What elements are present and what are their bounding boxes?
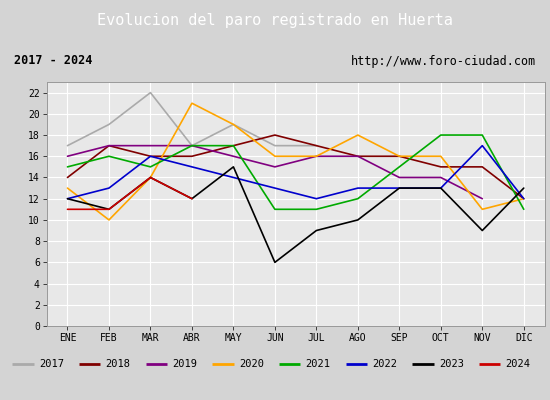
Text: 2022: 2022 [372,359,397,369]
Text: 2021: 2021 [306,359,331,369]
Text: 2018: 2018 [106,359,130,369]
Text: 2023: 2023 [439,359,464,369]
Text: Evolucion del paro registrado en Huerta: Evolucion del paro registrado en Huerta [97,14,453,28]
Text: 2020: 2020 [239,359,264,369]
Text: 2017: 2017 [39,359,64,369]
Text: http://www.foro-ciudad.com: http://www.foro-ciudad.com [351,54,536,68]
Text: 2017 - 2024: 2017 - 2024 [14,54,92,68]
Text: 2024: 2024 [506,359,531,369]
Text: 2019: 2019 [172,359,197,369]
